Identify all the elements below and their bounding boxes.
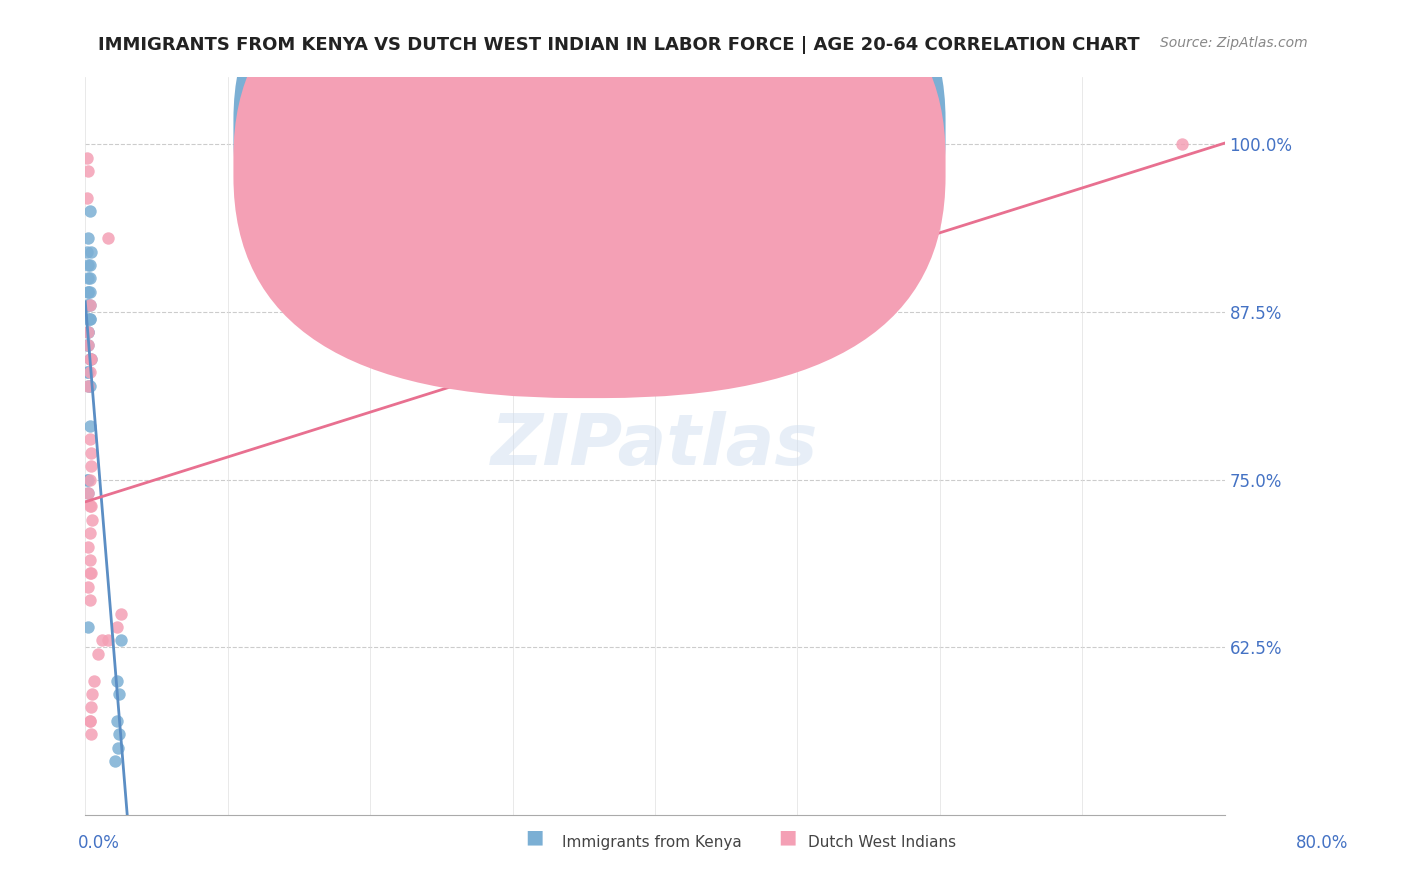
Point [79,351,101,366]
Point [79,285,101,299]
Point [105,620,128,634]
Point [77,258,100,272]
Point [91,633,114,648]
Text: N = 38: N = 38 [735,150,790,165]
Point [79,526,101,541]
Point [79,566,101,581]
Point [1171,137,1194,152]
Point [83,673,105,688]
Text: ZIPatlas: ZIPatlas [491,411,818,481]
Point [79,311,101,326]
Point [76,365,98,379]
Point [108,687,131,701]
Point [77,285,100,299]
Text: ■: ■ [778,828,797,847]
Point [79,298,101,312]
Text: Dutch West Indians: Dutch West Indians [808,836,956,850]
Point [77,311,100,326]
Point [77,231,100,245]
Point [79,418,101,433]
Point [77,325,100,339]
Text: IMMIGRANTS FROM KENYA VS DUTCH WEST INDIAN IN LABOR FORCE | AGE 20-64 CORRELATIO: IMMIGRANTS FROM KENYA VS DUTCH WEST INDI… [98,36,1140,54]
Point [77,164,100,178]
Point [77,338,100,352]
Point [80,446,103,460]
Text: Immigrants from Kenya: Immigrants from Kenya [562,836,742,850]
Point [108,727,131,741]
FancyBboxPatch shape [233,0,946,398]
Point [77,486,100,500]
Point [79,714,101,728]
Point [80,459,103,474]
Point [77,540,100,554]
Point [77,298,100,312]
Point [80,727,103,741]
Point [79,553,101,567]
Text: 80.0%: 80.0% [1295,834,1348,852]
Point [82,513,104,527]
Point [104,754,127,768]
Point [77,271,100,285]
Point [79,351,101,366]
FancyBboxPatch shape [553,92,872,195]
Point [79,432,101,446]
Point [79,365,101,379]
Point [77,325,100,339]
Point [77,378,100,392]
Point [77,620,100,634]
Point [80,700,103,714]
Point [77,580,100,594]
Point [77,473,100,487]
Point [80,500,103,514]
Point [110,633,132,648]
Text: ■: ■ [524,828,544,847]
Point [77,378,100,392]
Point [87,647,110,661]
Point [110,607,132,621]
Point [105,714,128,728]
Point [79,258,101,272]
Point [79,473,101,487]
Point [105,673,128,688]
Point [79,271,101,285]
Point [77,285,100,299]
Point [97,633,120,648]
Point [97,231,120,245]
Text: R =  0.562: R = 0.562 [586,150,678,165]
FancyBboxPatch shape [233,0,946,361]
Point [79,298,101,312]
Text: R = -0.428: R = -0.428 [586,113,678,128]
Point [77,325,100,339]
Point [76,338,98,352]
Point [77,365,100,379]
Point [76,191,98,205]
Point [80,351,103,366]
Point [79,500,101,514]
Point [79,378,101,392]
Point [76,473,98,487]
Point [79,311,101,326]
Point [76,151,98,165]
Point [80,244,103,259]
Point [79,714,101,728]
Point [82,687,104,701]
Point [79,204,101,219]
Text: Source: ZipAtlas.com: Source: ZipAtlas.com [1160,36,1308,50]
Point [107,740,129,755]
Point [79,593,101,607]
Text: 0.0%: 0.0% [77,834,120,852]
Point [77,338,100,352]
Point [76,244,98,259]
Point [77,486,100,500]
Point [76,298,98,312]
Point [80,566,103,581]
Text: N = 39: N = 39 [735,113,790,128]
Point [80,351,103,366]
